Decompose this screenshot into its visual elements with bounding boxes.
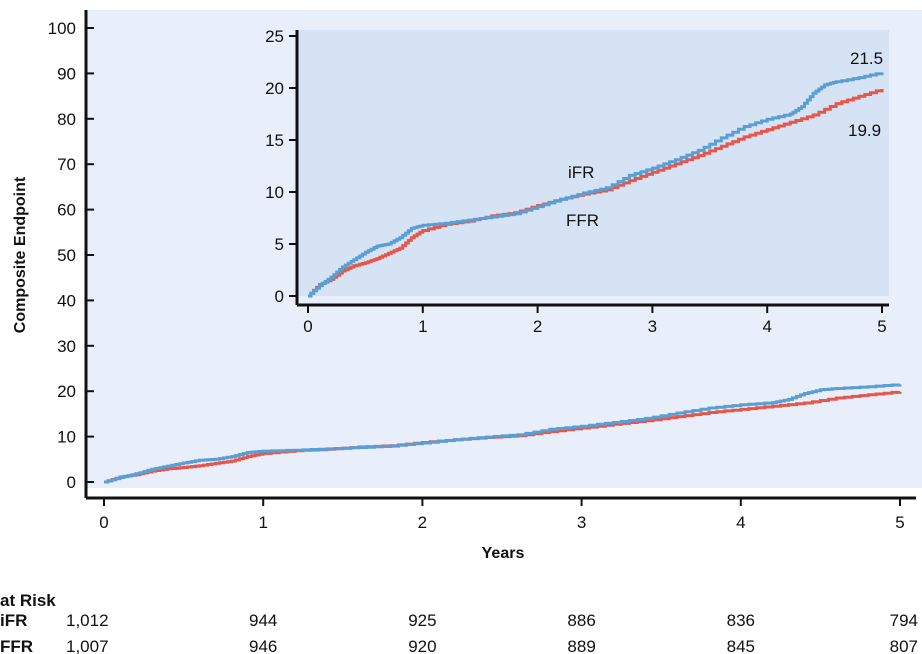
risk-cell: 1,007 (66, 637, 109, 654)
inset-x-tick-label: 0 (303, 317, 312, 336)
risk-table: iFR 1,012 944 925 886 836 794 FFR 1,007 946 920 889… (0, 611, 918, 654)
y-axis-title: Composite Endpoint (12, 176, 29, 333)
main-y-tick-label: 40 (57, 291, 76, 310)
risk-cell: 920 (408, 637, 436, 654)
inset-y-tick-label: 20 (265, 79, 284, 98)
risk-cell: 836 (727, 611, 755, 630)
main-x-tick-label: 2 (418, 513, 427, 532)
risk-table-title: at Risk (0, 591, 56, 610)
inset-y-tick-label: 0 (275, 287, 284, 306)
risk-cell: 807 (890, 637, 918, 654)
risk-cell: 845 (727, 637, 755, 654)
main-y-ticks: 0 10 20 30 40 50 60 70 80 90 100 (48, 19, 94, 492)
x-axis-title: Years (482, 545, 525, 562)
risk-cell: 886 (567, 611, 595, 630)
main-x-ticks: 0 1 2 3 4 5 (99, 498, 905, 532)
risk-row-label: iFR (0, 611, 27, 630)
main-y-tick-label: 80 (57, 110, 76, 129)
main-series-lines (104, 383, 902, 484)
inset-x-tick-label: 2 (533, 317, 542, 336)
main-y-tick-label: 70 (57, 155, 76, 174)
risk-row-label: FFR (0, 637, 33, 654)
inset-x-tick-label: 1 (418, 317, 427, 336)
risk-cell: 889 (567, 637, 595, 654)
main-series-ifr-line (104, 383, 902, 484)
risk-cell: 1,012 (66, 611, 109, 630)
inset-series-lines (308, 72, 884, 298)
main-x-tick-label: 5 (895, 513, 904, 532)
inset-y-tick-label: 15 (265, 131, 284, 150)
inset-label-ffr-end: 19.9 (848, 121, 881, 140)
main-y-tick-label: 30 (57, 337, 76, 356)
main-x-tick-label: 1 (258, 513, 267, 532)
inset-y-ticks: 0 5 10 15 20 25 (265, 27, 297, 306)
risk-cell: 925 (408, 611, 436, 630)
inset-x-tick-label: 5 (877, 317, 886, 336)
inset-x-tick-label: 3 (648, 317, 657, 336)
inset-y-tick-label: 10 (265, 183, 284, 202)
risk-cell: 794 (890, 611, 918, 630)
risk-cell: 946 (249, 637, 277, 654)
inset-label-ifr-end: 21.5 (850, 49, 883, 68)
inset-label-ifr: iFR (568, 163, 594, 182)
main-y-tick-label: 60 (57, 201, 76, 220)
main-y-tick-label: 0 (67, 473, 76, 492)
risk-cell: 944 (249, 611, 277, 630)
main-y-tick-label: 20 (57, 382, 76, 401)
inset-y-tick-label: 5 (275, 235, 284, 254)
inset-x-tick-label: 4 (762, 317, 771, 336)
main-x-tick-label: 4 (736, 513, 745, 532)
inset-y-tick-label: 25 (265, 27, 284, 46)
main-y-tick-label: 90 (57, 64, 76, 83)
inset-x-ticks: 0 1 2 3 4 5 (303, 305, 887, 336)
main-y-tick-label: 50 (57, 246, 76, 265)
main-y-tick-label: 10 (57, 428, 76, 447)
inset-label-ffr: FFR (566, 211, 599, 230)
main-x-tick-label: 0 (99, 513, 108, 532)
inset-series-ifr-line (308, 72, 884, 298)
main-y-tick-label: 100 (48, 19, 76, 38)
main-x-tick-label: 3 (577, 513, 586, 532)
